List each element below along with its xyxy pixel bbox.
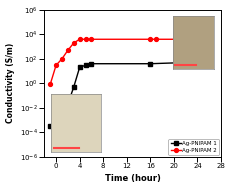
Ag-PNIPAM 1 xyxy=(49,125,52,128)
Ag-PNIPAM 1 xyxy=(72,86,75,88)
Ag-PNIPAM 1 xyxy=(55,125,58,128)
Line: Ag-PNIPAM 1: Ag-PNIPAM 1 xyxy=(48,61,188,128)
Ag-PNIPAM 1 xyxy=(67,103,69,105)
Line: Ag-PNIPAM 2: Ag-PNIPAM 2 xyxy=(48,37,188,86)
Ag-PNIPAM 1 xyxy=(61,113,63,115)
Ag-PNIPAM 1 xyxy=(90,63,93,65)
Ag-PNIPAM 2 xyxy=(55,64,58,66)
Ag-PNIPAM 2 xyxy=(61,58,63,60)
Ag-PNIPAM 2 xyxy=(84,38,87,40)
Y-axis label: Conductivity (S/m): Conductivity (S/m) xyxy=(6,43,15,123)
Ag-PNIPAM 2 xyxy=(49,83,52,86)
X-axis label: Time (hour): Time (hour) xyxy=(105,174,161,184)
Legend: Ag-PNIPAM 1, Ag-PNIPAM 2: Ag-PNIPAM 1, Ag-PNIPAM 2 xyxy=(168,139,219,155)
Ag-PNIPAM 1 xyxy=(78,66,81,69)
Ag-PNIPAM 2 xyxy=(78,38,81,40)
Ag-PNIPAM 2 xyxy=(67,49,69,51)
Ag-PNIPAM 2 xyxy=(72,42,75,44)
Ag-PNIPAM 2 xyxy=(155,38,158,40)
Ag-PNIPAM 2 xyxy=(149,38,152,40)
Ag-PNIPAM 1 xyxy=(184,61,187,64)
Ag-PNIPAM 1 xyxy=(84,64,87,66)
Ag-PNIPAM 2 xyxy=(184,38,187,40)
Ag-PNIPAM 1 xyxy=(149,63,152,65)
Ag-PNIPAM 2 xyxy=(90,38,93,40)
